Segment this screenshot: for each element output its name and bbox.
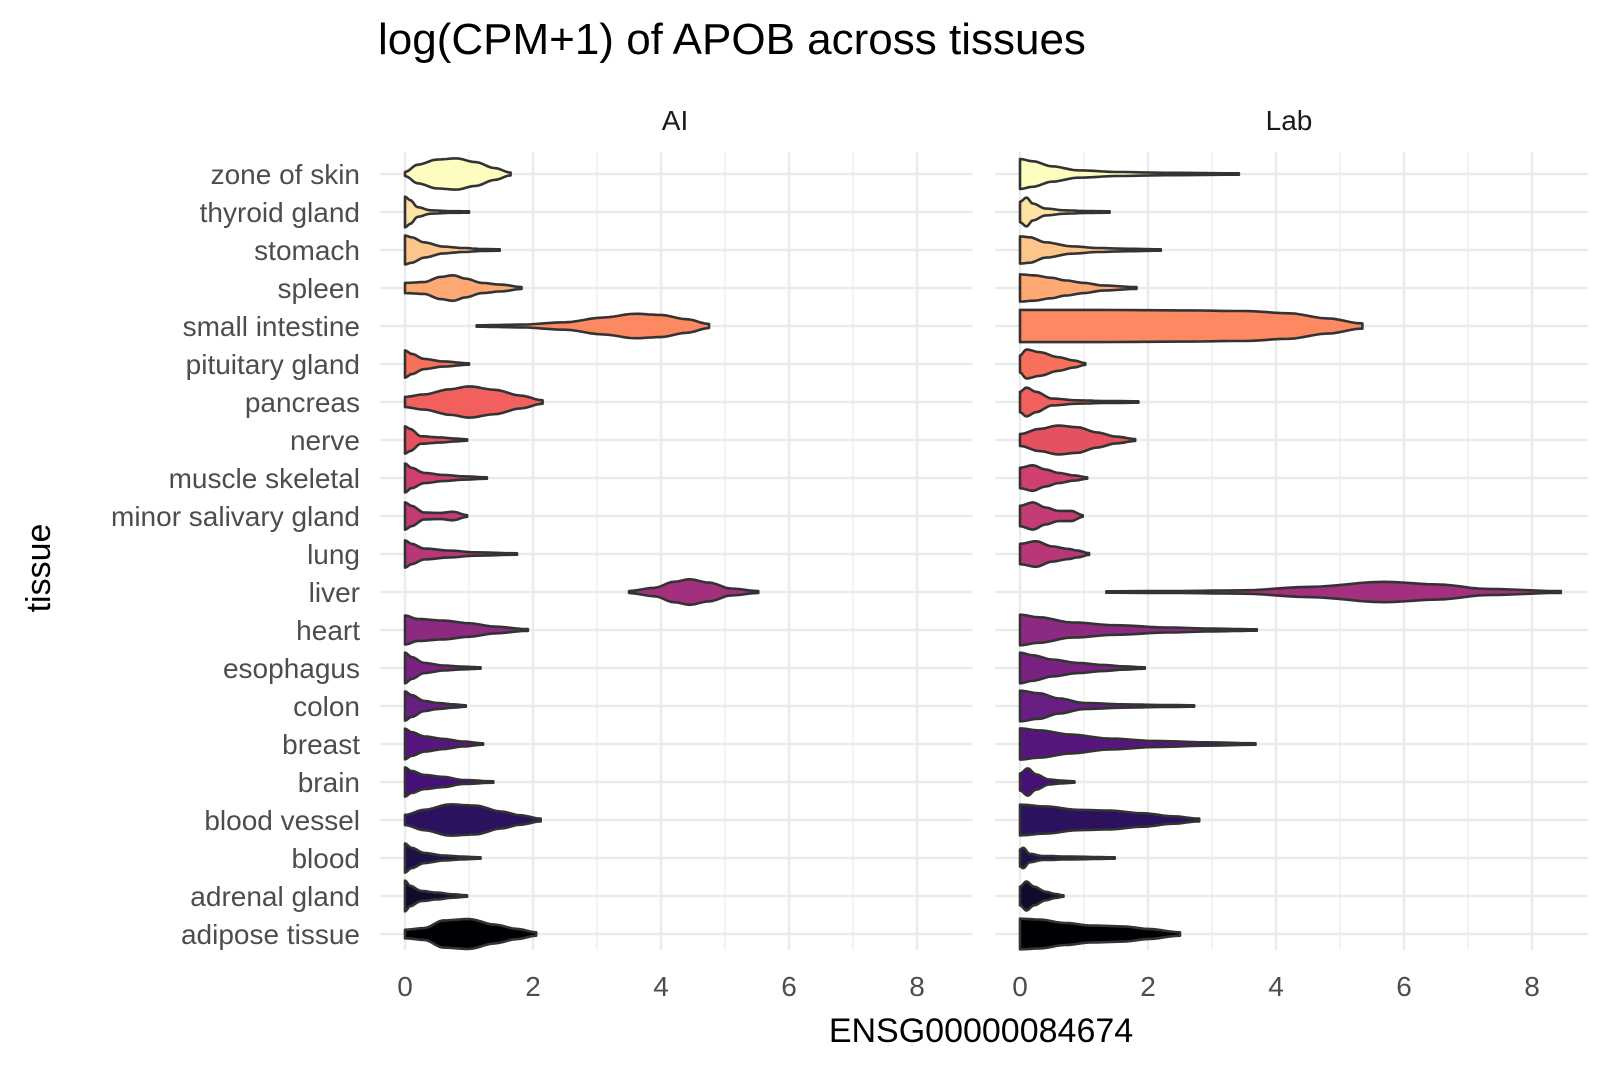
y-tick-label: pituitary gland (186, 349, 360, 380)
y-tick-label: zone of skin (211, 159, 360, 190)
violin-ai-adipose-tissue (403, 917, 538, 951)
chart-title: log(CPM+1) of APOB across tissues (378, 15, 1086, 64)
violin-ai-blood-vessel (403, 803, 542, 837)
violin-lab-small-intestine (1018, 308, 1364, 344)
y-tick-label: brain (298, 767, 360, 798)
violin-ai-lung (403, 539, 519, 569)
x-tick-label: 6 (1396, 971, 1412, 1002)
violin-ai-liver (627, 578, 760, 607)
y-tick-label: spleen (277, 273, 360, 304)
violin-ai-zone-of-skin (403, 157, 512, 191)
violin-lab-breast (1018, 727, 1257, 761)
violin-lab-pituitary-gland (1018, 348, 1087, 380)
y-tick-label: liver (309, 577, 360, 608)
y-tick-label: pancreas (245, 387, 360, 418)
violin-ai-brain (403, 766, 495, 798)
violin-lab-liver (1105, 580, 1563, 604)
violin-lab-brain (1018, 767, 1076, 797)
y-tick-label: muscle skeletal (169, 463, 360, 494)
y-tick-label: thyroid gland (200, 197, 360, 228)
violin-lab-thyroid-gland (1018, 196, 1111, 228)
y-tick-label: colon (293, 691, 360, 722)
x-tick-label: 0 (1012, 971, 1028, 1002)
violin-lab-heart (1018, 613, 1259, 647)
violin-ai-colon (403, 690, 468, 722)
violin-layer (403, 157, 1563, 951)
y-tick-labels: zone of skin thyroid gland stomach spleen sm… (111, 159, 360, 950)
y-tick-label: esophagus (223, 653, 360, 684)
violin-lab-lung (1018, 540, 1091, 569)
violin-ai-spleen (403, 274, 523, 303)
y-tick-label: adipose tissue (181, 919, 360, 950)
grid-layer (380, 152, 1588, 950)
violin-lab-zone-of-skin (1018, 157, 1241, 191)
x-tick-label: 6 (781, 971, 797, 1002)
y-tick-label: breast (282, 729, 360, 760)
violin-lab-pancreas (1018, 386, 1140, 418)
violin-ai-small-intestine (475, 312, 711, 340)
x-tick-label: 4 (653, 971, 669, 1002)
y-axis-title: tissue (20, 524, 58, 613)
violin-lab-spleen (1018, 273, 1138, 303)
violin-ai-thyroid-gland (403, 195, 471, 229)
y-tick-label: lung (307, 539, 360, 570)
violin-ai-stomach (403, 234, 501, 266)
violin-ai-adrenal-gland (403, 879, 469, 913)
violin-lab-adipose-tissue (1018, 917, 1182, 951)
y-tick-label: blood (291, 843, 360, 874)
x-tick-label: 0 (397, 971, 413, 1002)
x-tick-label: 8 (909, 971, 925, 1002)
panel-ai-strip-label: AI (662, 105, 688, 136)
y-tick-label: minor salivary gland (111, 501, 360, 532)
violin-ai-pancreas (403, 385, 544, 419)
y-tick-label: stomach (254, 235, 360, 266)
violin-lab-stomach (1018, 235, 1163, 265)
y-tick-label: heart (296, 615, 360, 646)
violin-lab-nerve (1018, 424, 1137, 456)
x-tick-label: 4 (1268, 971, 1284, 1002)
violin-ai-blood (403, 842, 482, 874)
violin-ai-pituitary-gland (403, 349, 471, 379)
violin-ai-minor-salivary-gland (403, 501, 469, 531)
violin-lab-minor-salivary-gland (1018, 501, 1084, 531)
violin-ai-esophagus (403, 651, 482, 685)
violin-lab-adrenal-gland (1018, 880, 1065, 912)
panel-lab-strip-label: Lab (1266, 105, 1313, 136)
y-tick-label: blood vessel (204, 805, 360, 836)
violin-lab-muscle-skeletal (1018, 464, 1089, 493)
y-tick-label: small intestine (183, 311, 360, 342)
violin-ai-nerve (403, 425, 469, 455)
x-tick-label: 2 (1140, 971, 1156, 1002)
y-tick-label: nerve (290, 425, 360, 456)
x-tick-labels: 0 2 4 6 8 0 2 4 6 8 (397, 971, 1540, 1002)
y-tick-label: adrenal gland (190, 881, 360, 912)
x-tick-label: 8 (1524, 971, 1540, 1002)
x-axis-title: ENSG00000084674 (829, 1012, 1133, 1050)
violin-ai-breast (403, 727, 485, 761)
violin-ai-heart (403, 614, 530, 646)
x-tick-label: 2 (525, 971, 541, 1002)
violin-ai-muscle-skeletal (403, 462, 489, 494)
violin-lab-esophagus (1018, 651, 1147, 685)
violin-lab-blood (1018, 846, 1116, 870)
violin-lab-blood-vessel (1018, 803, 1201, 837)
violin-lab-colon (1018, 689, 1196, 723)
